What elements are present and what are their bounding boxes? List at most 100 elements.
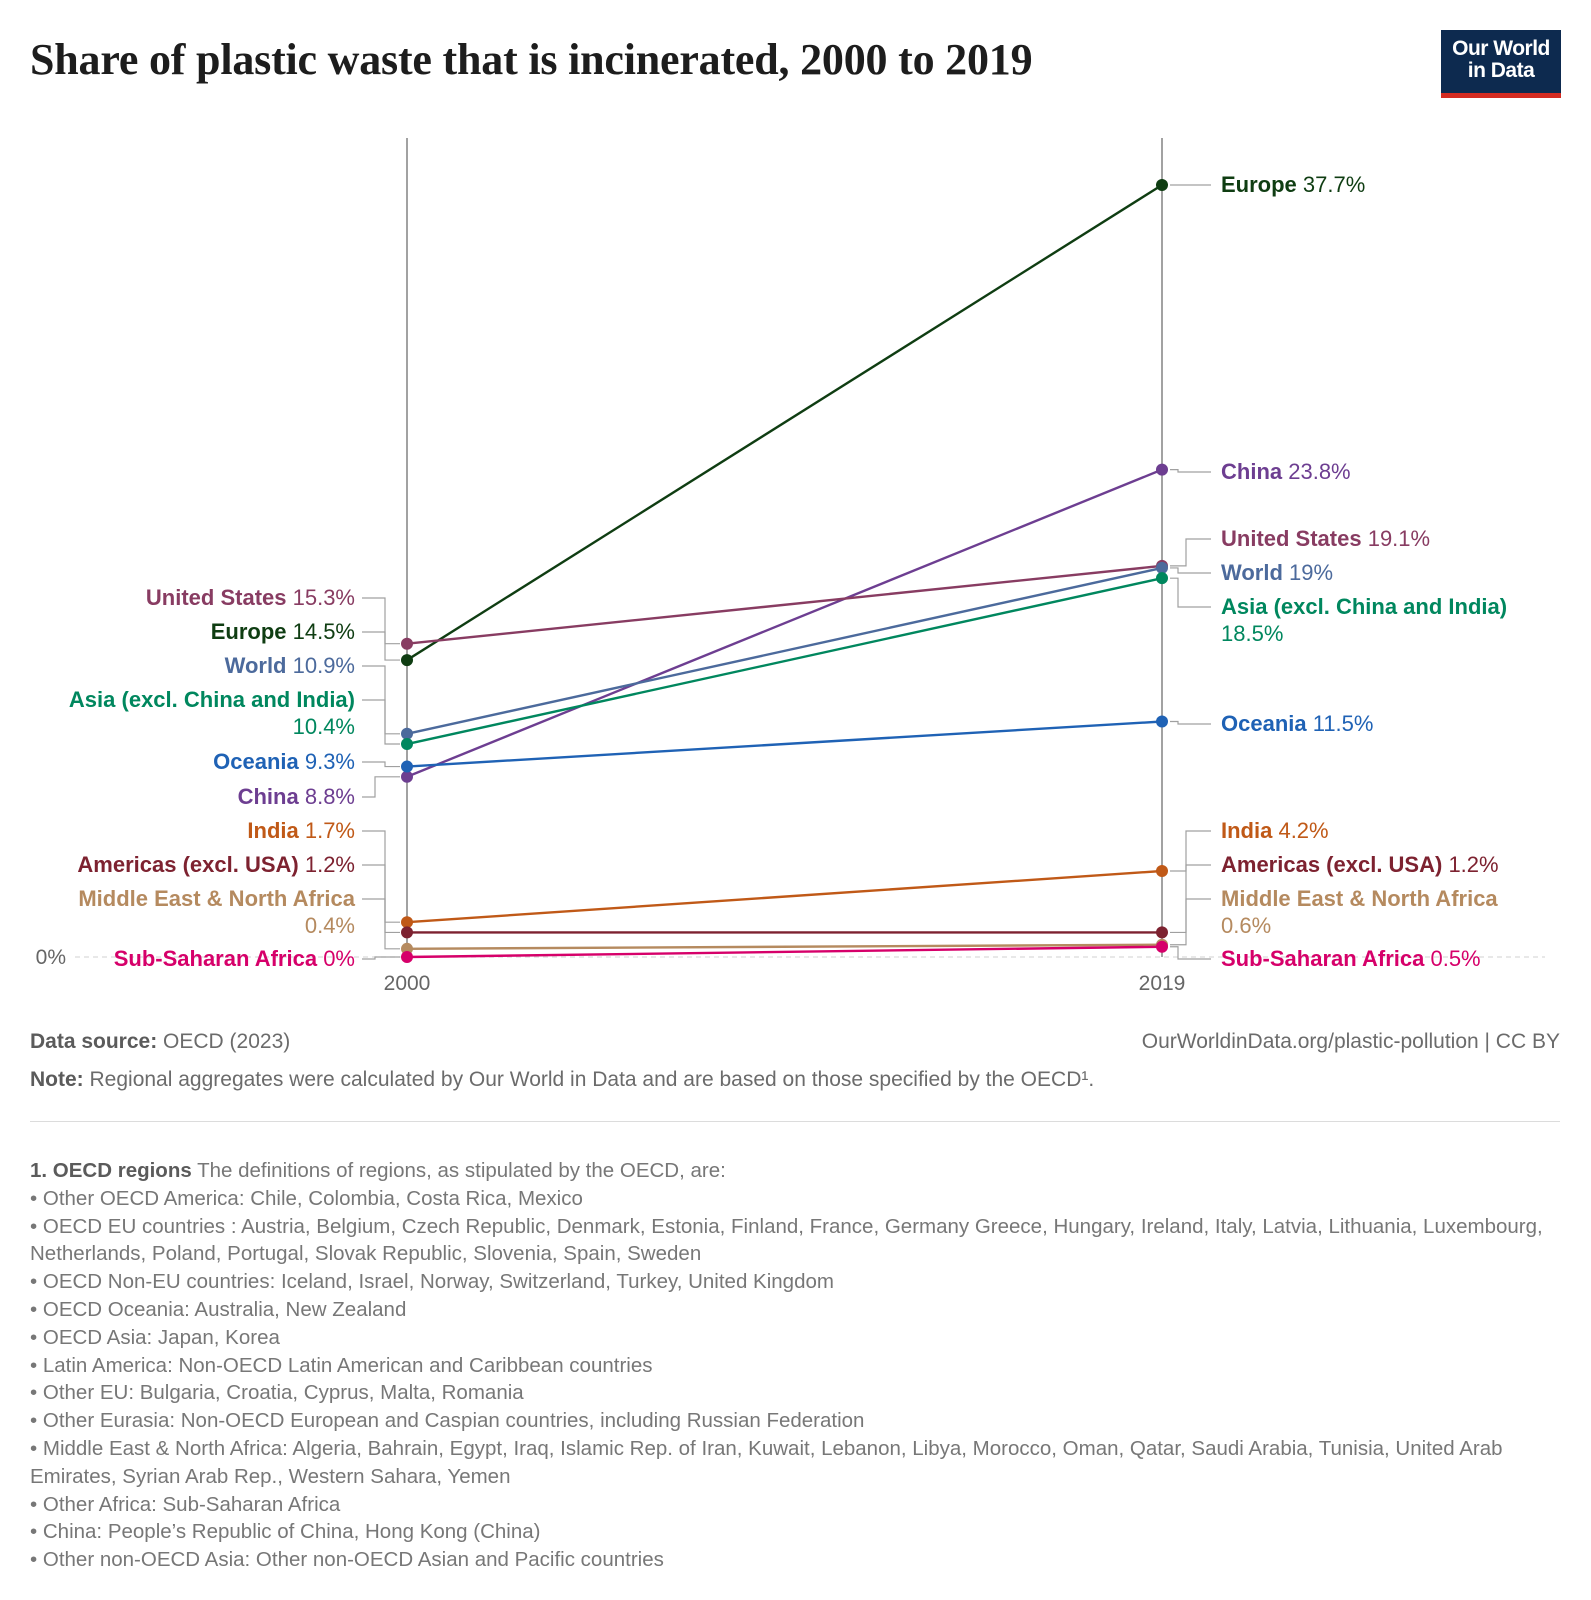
label-name: China (238, 784, 300, 809)
series-line-oceania (406, 720, 1163, 768)
label-value: 19.1% (1362, 526, 1431, 551)
label-right-americas-excl-usa: Americas (excl. USA) 1.2% (1221, 852, 1499, 877)
series-line-china (406, 468, 1163, 778)
label-value: 15.3% (287, 585, 356, 610)
source-label: Data source: (30, 1030, 158, 1053)
label-name: Americas (excl. USA) (77, 852, 298, 877)
footnote-item: • Other Eurasia: Non-OECD European and C… (30, 1409, 865, 1433)
x-tick-2019: 2019 (1139, 972, 1186, 995)
label-right-india: India 4.2% (1221, 818, 1329, 843)
label-right-china: China 23.8% (1221, 459, 1351, 484)
label-name: India (1221, 818, 1273, 843)
source-url[interactable]: OurWorldinData.org/plastic-pollution | C… (1141, 1030, 1560, 1053)
connector-right-united-states (1170, 538, 1211, 567)
label-right-world: World 19% (1221, 560, 1333, 585)
footnote-heading: 1. OECD regions The definitions of regio… (30, 1157, 1565, 1185)
x-tick-2000: 2000 (384, 972, 431, 995)
point-2000-united-states[interactable] (401, 637, 413, 650)
series-line-world (406, 566, 1163, 735)
label-right-sub-saharan-africa: Sub-Saharan Africa 0.5% (1221, 946, 1481, 971)
label-left-united-states: United States 15.3% (146, 585, 355, 610)
point-2000-europe[interactable] (401, 654, 413, 667)
note-label: Note: (30, 1068, 84, 1091)
label-right-middle-east-north-africa: Middle East & North Africa (1221, 886, 1498, 911)
logo-line-2: in Data (1467, 59, 1535, 82)
connector-left-china (362, 776, 400, 798)
point-2019-asia-excl-china-and-india[interactable] (1156, 572, 1168, 585)
connector-left-oceania (362, 761, 400, 768)
note-text: Regional aggregates were calculated by O… (83, 1068, 1095, 1091)
label-name: Middle East & North Africa (1221, 886, 1498, 911)
point-2019-world[interactable] (1156, 561, 1168, 574)
footnote-title: 1. OECD regions (30, 1159, 192, 1182)
point-2019-americas-excl-usa[interactable] (1156, 926, 1168, 939)
connector-left-middle-east-north-africa (362, 898, 400, 950)
point-2019-sub-saharan-africa[interactable] (1156, 940, 1168, 953)
series-line-india (406, 869, 1163, 924)
label-value: 23.8% (1282, 459, 1351, 484)
label-left-india: India 1.7% (247, 818, 355, 843)
label-value: 1.2% (299, 852, 355, 877)
connector-left-united-states (362, 597, 400, 645)
footnote-item: • Other Africa: Sub-Saharan Africa (30, 1492, 341, 1516)
label-value: 19% (1283, 560, 1333, 585)
label-name: United States (146, 585, 287, 610)
series-line-europe (406, 183, 1163, 662)
point-2019-china[interactable] (1156, 463, 1168, 476)
point-2019-india[interactable] (1156, 864, 1168, 877)
series-line-united-states (406, 564, 1163, 645)
point-2000-china[interactable] (401, 770, 413, 783)
series-line-middle-east-north-africa (406, 943, 1163, 951)
label-right-united-states: United States 19.1% (1221, 526, 1430, 551)
footnote-item: • China: People’s Republic of China, Hon… (30, 1520, 541, 1544)
footnote-intro: The definitions of regions, as stipulate… (191, 1159, 726, 1182)
connector-left-asia-excl-china-and-india (362, 699, 400, 745)
point-2019-oceania[interactable] (1156, 715, 1168, 728)
footnote-item: • OECD Asia: Japan, Korea (30, 1325, 280, 1349)
label-value-left-middle-east-north-africa: 0.4% (305, 913, 355, 938)
connector-right-china (1170, 469, 1211, 473)
owid-logo[interactable]: Our World in Data (1441, 30, 1561, 98)
footnote-item: • Latin America: Non-OECD Latin American… (30, 1353, 653, 1377)
label-value: 1.2% (1442, 852, 1498, 877)
footnote-item: • Other EU: Bulgaria, Croatia, Cyprus, M… (30, 1381, 524, 1405)
label-value-right-asia-excl-china-and-india: 18.5% (1221, 621, 1283, 646)
point-2000-asia-excl-china-and-india[interactable] (401, 738, 413, 751)
point-2000-sub-saharan-africa[interactable] (401, 951, 413, 963)
point-2000-oceania[interactable] (401, 760, 413, 773)
label-value: 0.5% (1424, 946, 1480, 971)
label-value-right-middle-east-north-africa: 0.6% (1221, 913, 1271, 938)
slope-chart: 0% 2000 2019 Europe 14.5%Europe 37.7%Chi… (36, 138, 1545, 995)
connector-right-middle-east-north-africa (1170, 898, 1211, 946)
source-text: OECD (2023) (157, 1030, 291, 1053)
label-left-china: China 8.8% (238, 784, 355, 809)
label-name: China (1221, 459, 1283, 484)
label-name: United States (1221, 526, 1362, 551)
label-right-oceania: Oceania 11.5% (1221, 711, 1373, 736)
series-labels: Europe 14.5%Europe 37.7%China 8.8%China … (69, 172, 1507, 971)
label-value: 14.5% (287, 619, 356, 644)
label-value: 0% (317, 946, 355, 971)
label-left-middle-east-north-africa: Middle East & North Africa (78, 886, 355, 911)
point-2000-india[interactable] (401, 916, 413, 929)
footnote: 1. OECD regions The definitions of regio… (30, 1157, 1565, 1574)
point-2019-europe[interactable] (1156, 179, 1168, 191)
connector-left-sub-saharan-africa (362, 956, 400, 960)
label-value: 8.8% (299, 784, 355, 809)
chart-note: Note: Regional aggregates were calculate… (30, 1068, 1560, 1092)
label-right-asia-excl-china-and-india: Asia (excl. China and India) (1221, 594, 1507, 619)
label-connectors (362, 184, 1211, 960)
label-right-europe: Europe 37.7% (1221, 172, 1365, 197)
point-2000-americas-excl-usa[interactable] (401, 926, 413, 939)
connector-left-india (362, 830, 400, 923)
connector-right-asia-excl-china-and-india (1170, 577, 1211, 608)
footnote-item: • Other OECD America: Chile, Colombia, C… (30, 1186, 583, 1210)
label-value: 37.7% (1297, 172, 1366, 197)
connector-right-sub-saharan-africa (1170, 946, 1211, 960)
point-2000-world[interactable] (401, 727, 413, 740)
chart-title: Share of plastic waste that is incinerat… (30, 35, 1033, 84)
label-name: Middle East & North Africa (78, 886, 355, 911)
label-name: India (247, 818, 299, 843)
label-left-world: World 10.9% (225, 653, 355, 678)
footnote-item: • Other non-OECD Asia: Other non-OECD As… (30, 1548, 664, 1572)
